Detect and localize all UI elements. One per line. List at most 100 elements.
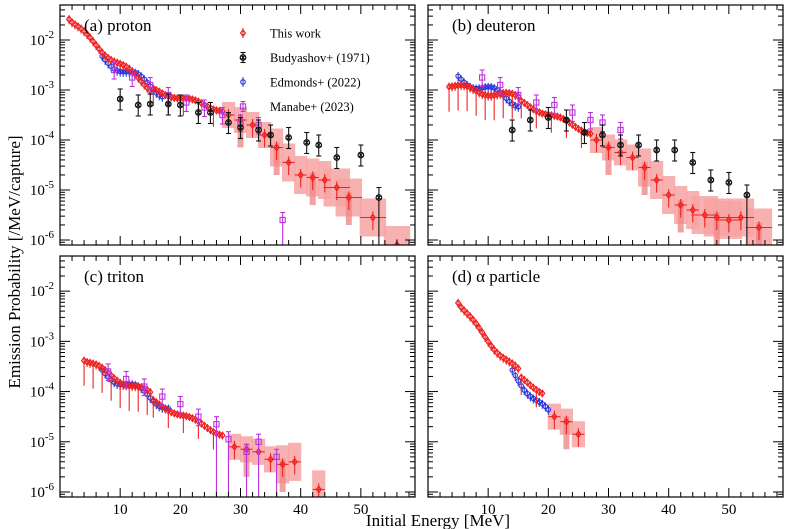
- this-work-point: [551, 412, 558, 421]
- budyashov-point-x: [654, 147, 659, 153]
- this-work-point: [74, 22, 82, 31]
- budyashov-point: [707, 176, 715, 184]
- manabe-point: [104, 368, 112, 375]
- y-tick-label: 10-2: [30, 29, 54, 49]
- this-work-point: [159, 89, 166, 98]
- manabe-point: [497, 81, 504, 89]
- budyashov-point: [544, 114, 552, 121]
- budyashov-point-x: [708, 177, 714, 183]
- this-work-point: [156, 400, 163, 409]
- y-tick-label: 10-2: [30, 280, 54, 300]
- x-tick-label: 30: [233, 502, 248, 518]
- this-work-point: [210, 427, 217, 437]
- this-work-point: [575, 430, 582, 439]
- manabe-point: [195, 413, 202, 420]
- this-work-point: [297, 170, 304, 180]
- this-work-point: [677, 200, 684, 210]
- manabe-point: [515, 91, 522, 99]
- this-work-point: [563, 417, 570, 426]
- this-work-point: [506, 357, 513, 366]
- budyashov-point: [333, 154, 341, 161]
- this-work-point: [469, 315, 477, 325]
- this-work-point: [111, 374, 118, 383]
- edmonds-point: [545, 406, 552, 413]
- panel-data: [65, 15, 411, 245]
- this-work-point: [219, 431, 226, 440]
- this-work-point: [345, 193, 352, 202]
- budyashov-point-x: [135, 102, 141, 108]
- this-work-point: [454, 298, 462, 308]
- this-work-point: [153, 85, 160, 95]
- this-work-point: [114, 376, 121, 385]
- edmonds-point: [488, 84, 494, 90]
- legend-marker: [240, 79, 246, 85]
- budyashov-point: [617, 141, 624, 149]
- x-tick-label: 40: [293, 502, 308, 518]
- budyashov-point: [508, 126, 516, 134]
- budyashov-point-x: [744, 192, 750, 198]
- panel-1: 10-6 10-5 10-4 10-3 10-2 (a) proton: [30, 4, 416, 249]
- this-work-point: [393, 240, 401, 245]
- budyashov-point-x: [147, 101, 153, 107]
- this-work-point: [189, 413, 196, 423]
- this-work-point: [95, 361, 103, 371]
- x-tick-label: 50: [353, 502, 368, 518]
- manabe-point: [551, 101, 558, 109]
- this-work-point: [333, 183, 340, 192]
- this-work-point: [527, 380, 534, 390]
- manabe-point: [225, 436, 232, 443]
- this-work-point: [267, 455, 274, 464]
- edmonds-point: [117, 68, 123, 75]
- sys-band: [383, 226, 411, 245]
- this-work-point: [192, 415, 199, 424]
- legend: This work Budyashov+ (1971) Edmonds+ (2022…: [239, 27, 370, 114]
- budyashov-point: [581, 129, 588, 136]
- this-work-point: [605, 143, 612, 152]
- y-tick-label: 10-3: [30, 79, 55, 99]
- manabe-point: [141, 383, 148, 390]
- legend-label: Budyashov+ (1971): [270, 51, 370, 65]
- y-tick-label: 10-6: [30, 481, 55, 501]
- manabe-point: [569, 109, 576, 116]
- this-work-point: [689, 205, 696, 215]
- budyashov-point-x: [600, 132, 605, 138]
- edmonds-point: [542, 403, 549, 410]
- budyashov-point-x: [376, 195, 382, 200]
- this-work-point: [494, 348, 501, 358]
- this-work-point: [231, 442, 238, 451]
- budyashov-point-x: [636, 142, 641, 148]
- budyashov-point-x: [672, 147, 678, 153]
- manabe-point: [279, 216, 286, 224]
- this-work-point: [279, 460, 286, 469]
- this-work-point: [86, 33, 94, 42]
- budyashov-point: [134, 101, 142, 109]
- y-tick-label: 10-4: [30, 129, 55, 149]
- budyashov-point-x: [726, 180, 732, 185]
- this-work-point: [92, 40, 100, 50]
- this-work-point: [593, 135, 600, 145]
- panel-4: 10 20 30 40 50 (d) α particle: [427, 255, 784, 518]
- budyashov-point: [357, 151, 365, 159]
- this-work-point: [261, 130, 268, 140]
- y-axis-title: Emission Probability [/MeV/capture]: [5, 135, 24, 388]
- this-work-point: [475, 88, 483, 97]
- edmonds-point: [521, 387, 528, 393]
- this-work-point: [120, 60, 127, 70]
- x-tick-label: 20: [541, 502, 556, 518]
- budyashov-point: [743, 191, 751, 199]
- legend-marker: [239, 103, 247, 110]
- this-work-point: [472, 86, 480, 95]
- y-tick-label: 10-4: [30, 381, 55, 401]
- panel-data: [445, 69, 773, 245]
- panel-label: (b) deuteron: [452, 16, 536, 35]
- this-work-point: [273, 143, 280, 152]
- this-work-point: [557, 113, 564, 122]
- this-work-point: [207, 425, 214, 435]
- budyashov-point: [599, 131, 606, 139]
- budyashov-point: [526, 116, 534, 124]
- this-work-point: [569, 120, 576, 129]
- budyashov-point: [635, 141, 642, 149]
- this-work-point: [488, 341, 495, 351]
- this-work-point: [485, 337, 492, 346]
